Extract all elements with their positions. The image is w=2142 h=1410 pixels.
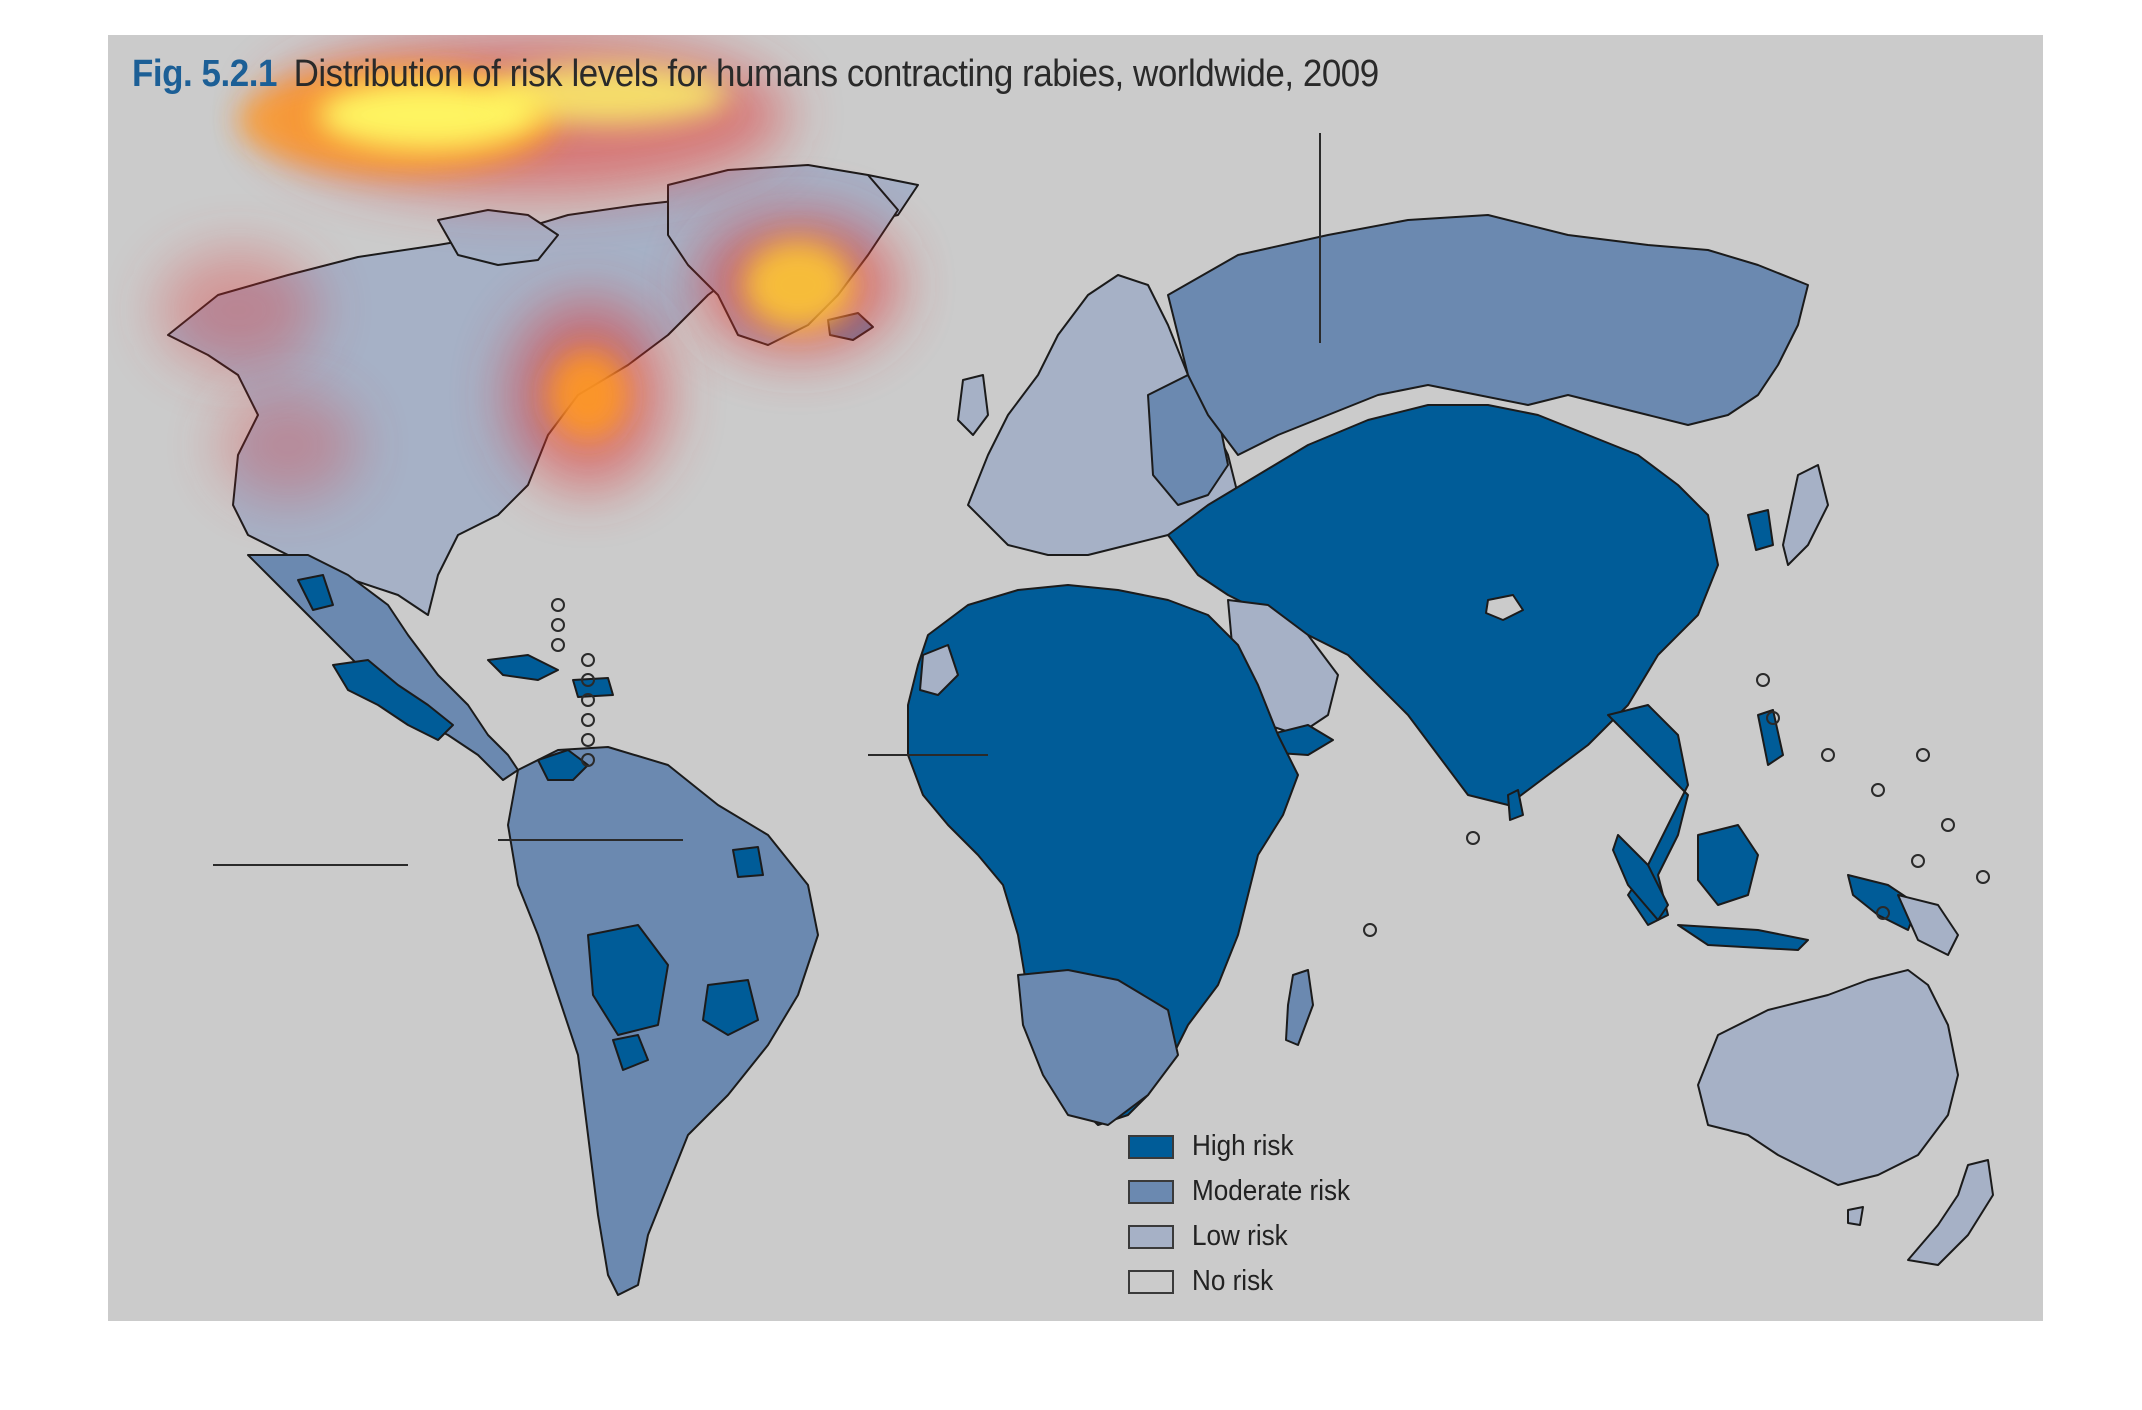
- region-southern-africa: [1017, 969, 1179, 1126]
- region-papua: [1897, 894, 1959, 956]
- attention-heatmap: [158, 35, 898, 500]
- region-tasmania: [1847, 1206, 1864, 1226]
- legend-swatch-low: [1128, 1224, 1174, 1249]
- legend: High risk Moderate risk Low risk No risk: [1128, 1124, 1368, 1304]
- legend-swatch-none: [1128, 1269, 1174, 1294]
- legend-label-none: No risk: [1192, 1265, 1274, 1297]
- region-russia: [1167, 214, 1809, 456]
- region-arctic-islands: [437, 209, 559, 266]
- figure-title-text: Distribution of risk levels for humans c…: [293, 53, 1380, 95]
- region-indonesia-sumatra: [1612, 834, 1669, 921]
- region-cuba: [487, 654, 559, 681]
- legend-swatch-moderate: [1128, 1179, 1174, 1204]
- region-southeast-asia: [1607, 704, 1689, 926]
- region-sri-lanka: [1507, 789, 1524, 821]
- legend-label-low: Low risk: [1192, 1220, 1288, 1252]
- legend-item-low: Low risk: [1128, 1214, 1368, 1259]
- region-central-america-high: [332, 659, 454, 741]
- region-japan: [1782, 464, 1829, 566]
- region-brazil-west-high: [702, 979, 759, 1036]
- region-australia: [1697, 969, 1959, 1186]
- legend-swatch-high: [1128, 1134, 1174, 1159]
- figure-title: Fig. 5.2.1 Distribution of risk levels fo…: [132, 53, 1379, 96]
- legend-label-high: High risk: [1192, 1130, 1294, 1162]
- region-bolivia-high: [587, 924, 669, 1036]
- region-africa: [907, 584, 1299, 1126]
- figure-number: Fig. 5.2.1: [132, 53, 278, 95]
- region-new-zealand: [1907, 1159, 1994, 1266]
- region-java: [1677, 924, 1809, 951]
- legend-item-moderate: Moderate risk: [1128, 1169, 1368, 1214]
- region-uk: [957, 374, 989, 436]
- region-borneo: [1697, 824, 1759, 906]
- region-mexico-high: [297, 574, 334, 611]
- region-venezuela-high: [537, 749, 589, 781]
- world-map: [158, 35, 1994, 1296]
- pacific-island-markers: [551, 598, 1990, 937]
- leader-lines: [213, 133, 1321, 866]
- region-brazil-east-high: [612, 1034, 649, 1071]
- region-south-america: [507, 746, 819, 1296]
- region-asia-high: [1167, 404, 1719, 806]
- map-panel: Fig. 5.2.1 Distribution of risk levels fo…: [108, 35, 2043, 1321]
- legend-label-moderate: Moderate risk: [1192, 1175, 1351, 1207]
- region-brazil-north-high: [732, 846, 764, 878]
- region-philippines: [1757, 709, 1784, 766]
- region-western-sahara: [919, 644, 959, 696]
- region-korea: [1747, 509, 1774, 551]
- region-madagascar: [1285, 969, 1314, 1046]
- legend-item-high: High risk: [1128, 1124, 1368, 1169]
- legend-item-none: No risk: [1128, 1259, 1368, 1304]
- region-nepal-none: [1485, 594, 1524, 621]
- region-new-guinea: [1847, 874, 1919, 931]
